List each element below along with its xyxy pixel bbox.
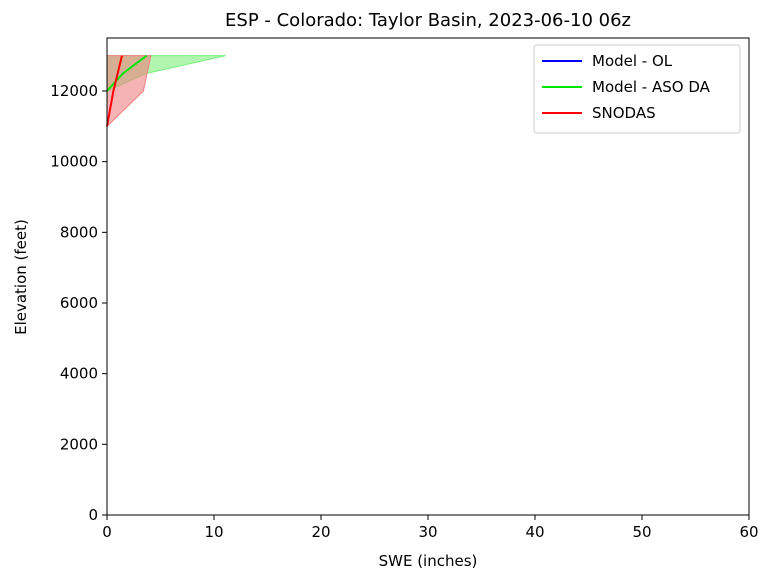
legend-box [533, 44, 741, 134]
y-tick-label: 4000 [60, 365, 98, 383]
series-line-2 [106, 55, 123, 127]
legend-entry-2: SNODAS [592, 104, 656, 122]
axes: 0 10 20 30 40 50 60 0 2000 4000 6000 8000 10000 12000 [50, 37, 759, 541]
legend: Model - OL Model - ASO DA SNODAS [533, 44, 741, 134]
chart-title: ESP - Colorado: Taylor Basin, 2023-06-10… [225, 10, 631, 31]
y-tick-label: 6000 [60, 294, 98, 312]
x-axis-label: SWE (inches) [379, 552, 478, 570]
x-tick-label: 10 [204, 523, 223, 541]
plot-area [106, 54, 226, 128]
y-tick-label: 2000 [60, 435, 98, 453]
legend-entry-1: Model - ASO DA [592, 78, 711, 96]
x-tick-label: 60 [739, 523, 758, 541]
x-tick-label: 0 [102, 523, 112, 541]
y-tick-label: 12000 [50, 82, 98, 100]
y-tick-label: 10000 [50, 153, 98, 171]
x-tick-label: 40 [525, 523, 544, 541]
x-tick-label: 20 [311, 523, 330, 541]
legend-entry-0: Model - OL [592, 52, 673, 70]
y-axis-label: Elevation (feet) [12, 219, 30, 335]
series-line-1 [106, 54, 148, 92]
x-tick-label: 30 [418, 523, 437, 541]
y-tick-label: 0 [88, 506, 98, 524]
x-tick-label: 50 [632, 523, 651, 541]
y-tick-label: 8000 [60, 223, 98, 241]
